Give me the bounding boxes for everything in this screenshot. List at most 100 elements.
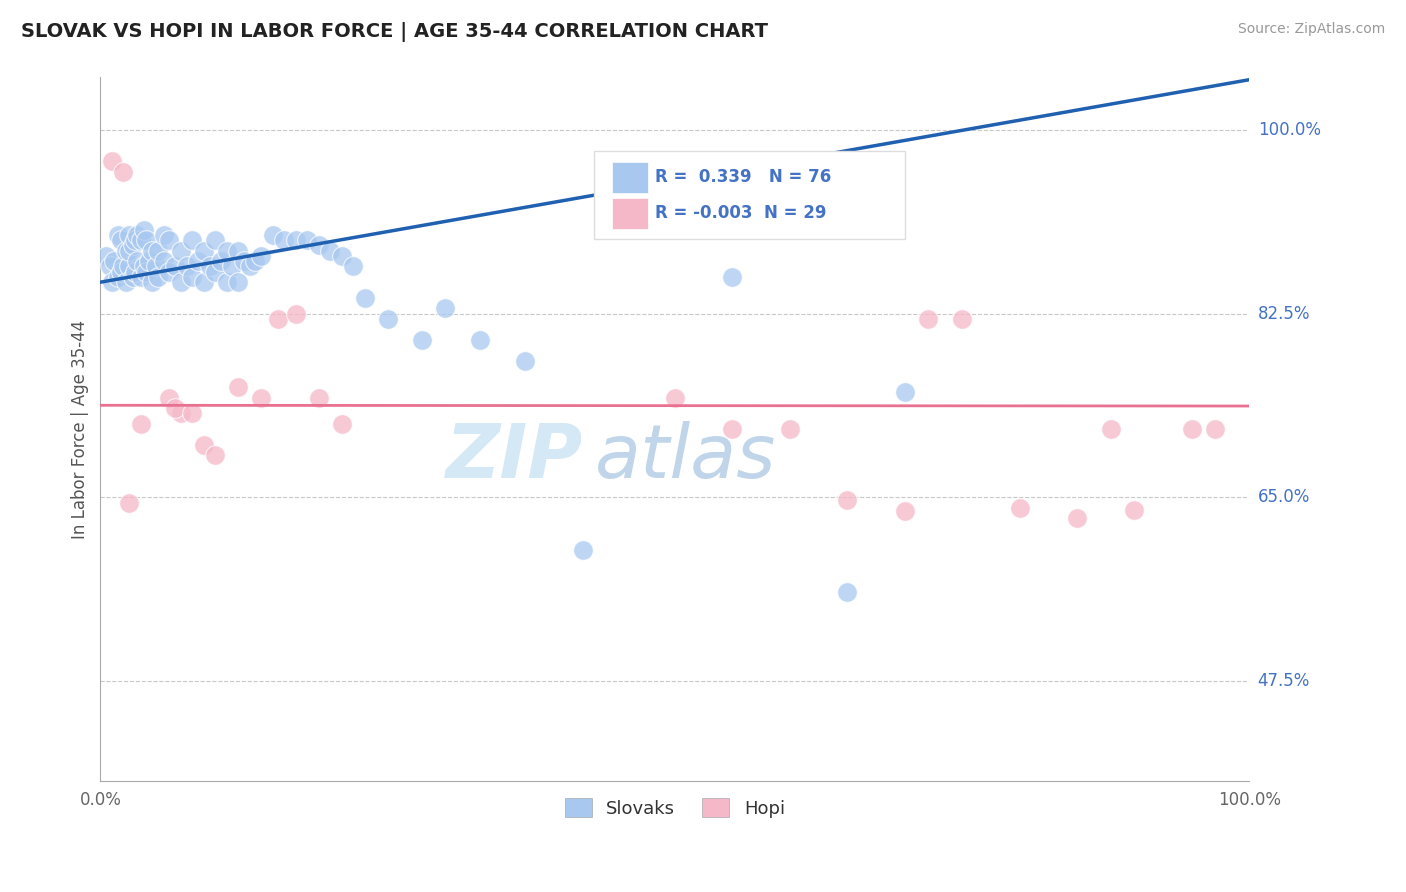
- Point: [215, 244, 238, 258]
- Point: [170, 407, 193, 421]
- Point: [245, 254, 267, 268]
- Point: [152, 254, 174, 268]
- Point: [209, 254, 232, 268]
- Point: [141, 244, 163, 258]
- Point: [226, 244, 249, 258]
- Point: [411, 333, 433, 347]
- Point: [132, 260, 155, 274]
- Point: [1181, 422, 1204, 436]
- Point: [121, 238, 143, 252]
- Text: 82.5%: 82.5%: [1258, 305, 1310, 323]
- Point: [110, 265, 132, 279]
- Point: [1066, 511, 1088, 525]
- Point: [163, 401, 186, 416]
- Text: 47.5%: 47.5%: [1258, 673, 1310, 690]
- Point: [121, 269, 143, 284]
- Point: [135, 233, 157, 247]
- Point: [129, 269, 152, 284]
- Point: [330, 249, 353, 263]
- FancyBboxPatch shape: [595, 152, 904, 239]
- Point: [135, 265, 157, 279]
- Point: [250, 391, 273, 405]
- Point: [98, 260, 121, 274]
- Point: [114, 244, 136, 258]
- Point: [157, 233, 180, 247]
- Point: [132, 223, 155, 237]
- FancyBboxPatch shape: [612, 161, 648, 193]
- Point: [267, 312, 290, 326]
- FancyBboxPatch shape: [612, 198, 648, 229]
- Point: [226, 380, 249, 394]
- Point: [181, 407, 204, 421]
- Point: [330, 417, 353, 431]
- Text: ZIP: ZIP: [446, 421, 583, 494]
- Text: 65.0%: 65.0%: [1258, 489, 1310, 507]
- Point: [193, 275, 215, 289]
- Point: [107, 269, 129, 284]
- Legend: Slovaks, Hopi: Slovaks, Hopi: [558, 791, 792, 825]
- Point: [101, 275, 124, 289]
- Point: [157, 391, 180, 405]
- Text: atlas: atlas: [595, 421, 776, 493]
- Point: [103, 254, 125, 268]
- Point: [468, 333, 491, 347]
- Point: [146, 269, 169, 284]
- Point: [1008, 500, 1031, 515]
- Point: [118, 227, 141, 242]
- Point: [342, 260, 364, 274]
- Point: [1123, 503, 1146, 517]
- Point: [221, 260, 243, 274]
- Point: [170, 244, 193, 258]
- Point: [779, 422, 801, 436]
- Point: [284, 233, 307, 247]
- Point: [198, 260, 221, 274]
- Point: [146, 244, 169, 258]
- Point: [837, 585, 859, 599]
- Point: [273, 233, 295, 247]
- Point: [204, 449, 226, 463]
- Point: [262, 227, 284, 242]
- Point: [1204, 422, 1226, 436]
- Point: [107, 227, 129, 242]
- Point: [950, 312, 973, 326]
- Text: R =  0.339   N = 76: R = 0.339 N = 76: [655, 168, 831, 186]
- Point: [187, 254, 209, 268]
- Point: [893, 385, 915, 400]
- Point: [233, 254, 256, 268]
- Point: [239, 260, 262, 274]
- Point: [145, 260, 167, 274]
- Point: [250, 249, 273, 263]
- Point: [141, 275, 163, 289]
- Point: [127, 254, 149, 268]
- Point: [721, 269, 744, 284]
- Point: [157, 265, 180, 279]
- Point: [215, 275, 238, 289]
- Point: [124, 233, 146, 247]
- Point: [193, 244, 215, 258]
- Point: [837, 492, 859, 507]
- Point: [129, 417, 152, 431]
- Point: [94, 249, 117, 263]
- Point: [572, 543, 595, 558]
- Point: [101, 154, 124, 169]
- Point: [129, 233, 152, 247]
- Point: [181, 269, 204, 284]
- Point: [664, 391, 686, 405]
- Point: [319, 244, 342, 258]
- Point: [893, 504, 915, 518]
- Point: [434, 301, 457, 316]
- Point: [118, 496, 141, 510]
- Point: [138, 254, 160, 268]
- Point: [204, 265, 226, 279]
- Point: [163, 260, 186, 274]
- Point: [152, 227, 174, 242]
- Point: [1101, 422, 1123, 436]
- Point: [193, 438, 215, 452]
- Y-axis label: In Labor Force | Age 35-44: In Labor Force | Age 35-44: [72, 319, 89, 539]
- Point: [118, 244, 141, 258]
- Point: [721, 422, 744, 436]
- Point: [112, 260, 135, 274]
- Point: [110, 233, 132, 247]
- Point: [377, 312, 399, 326]
- Point: [515, 354, 537, 368]
